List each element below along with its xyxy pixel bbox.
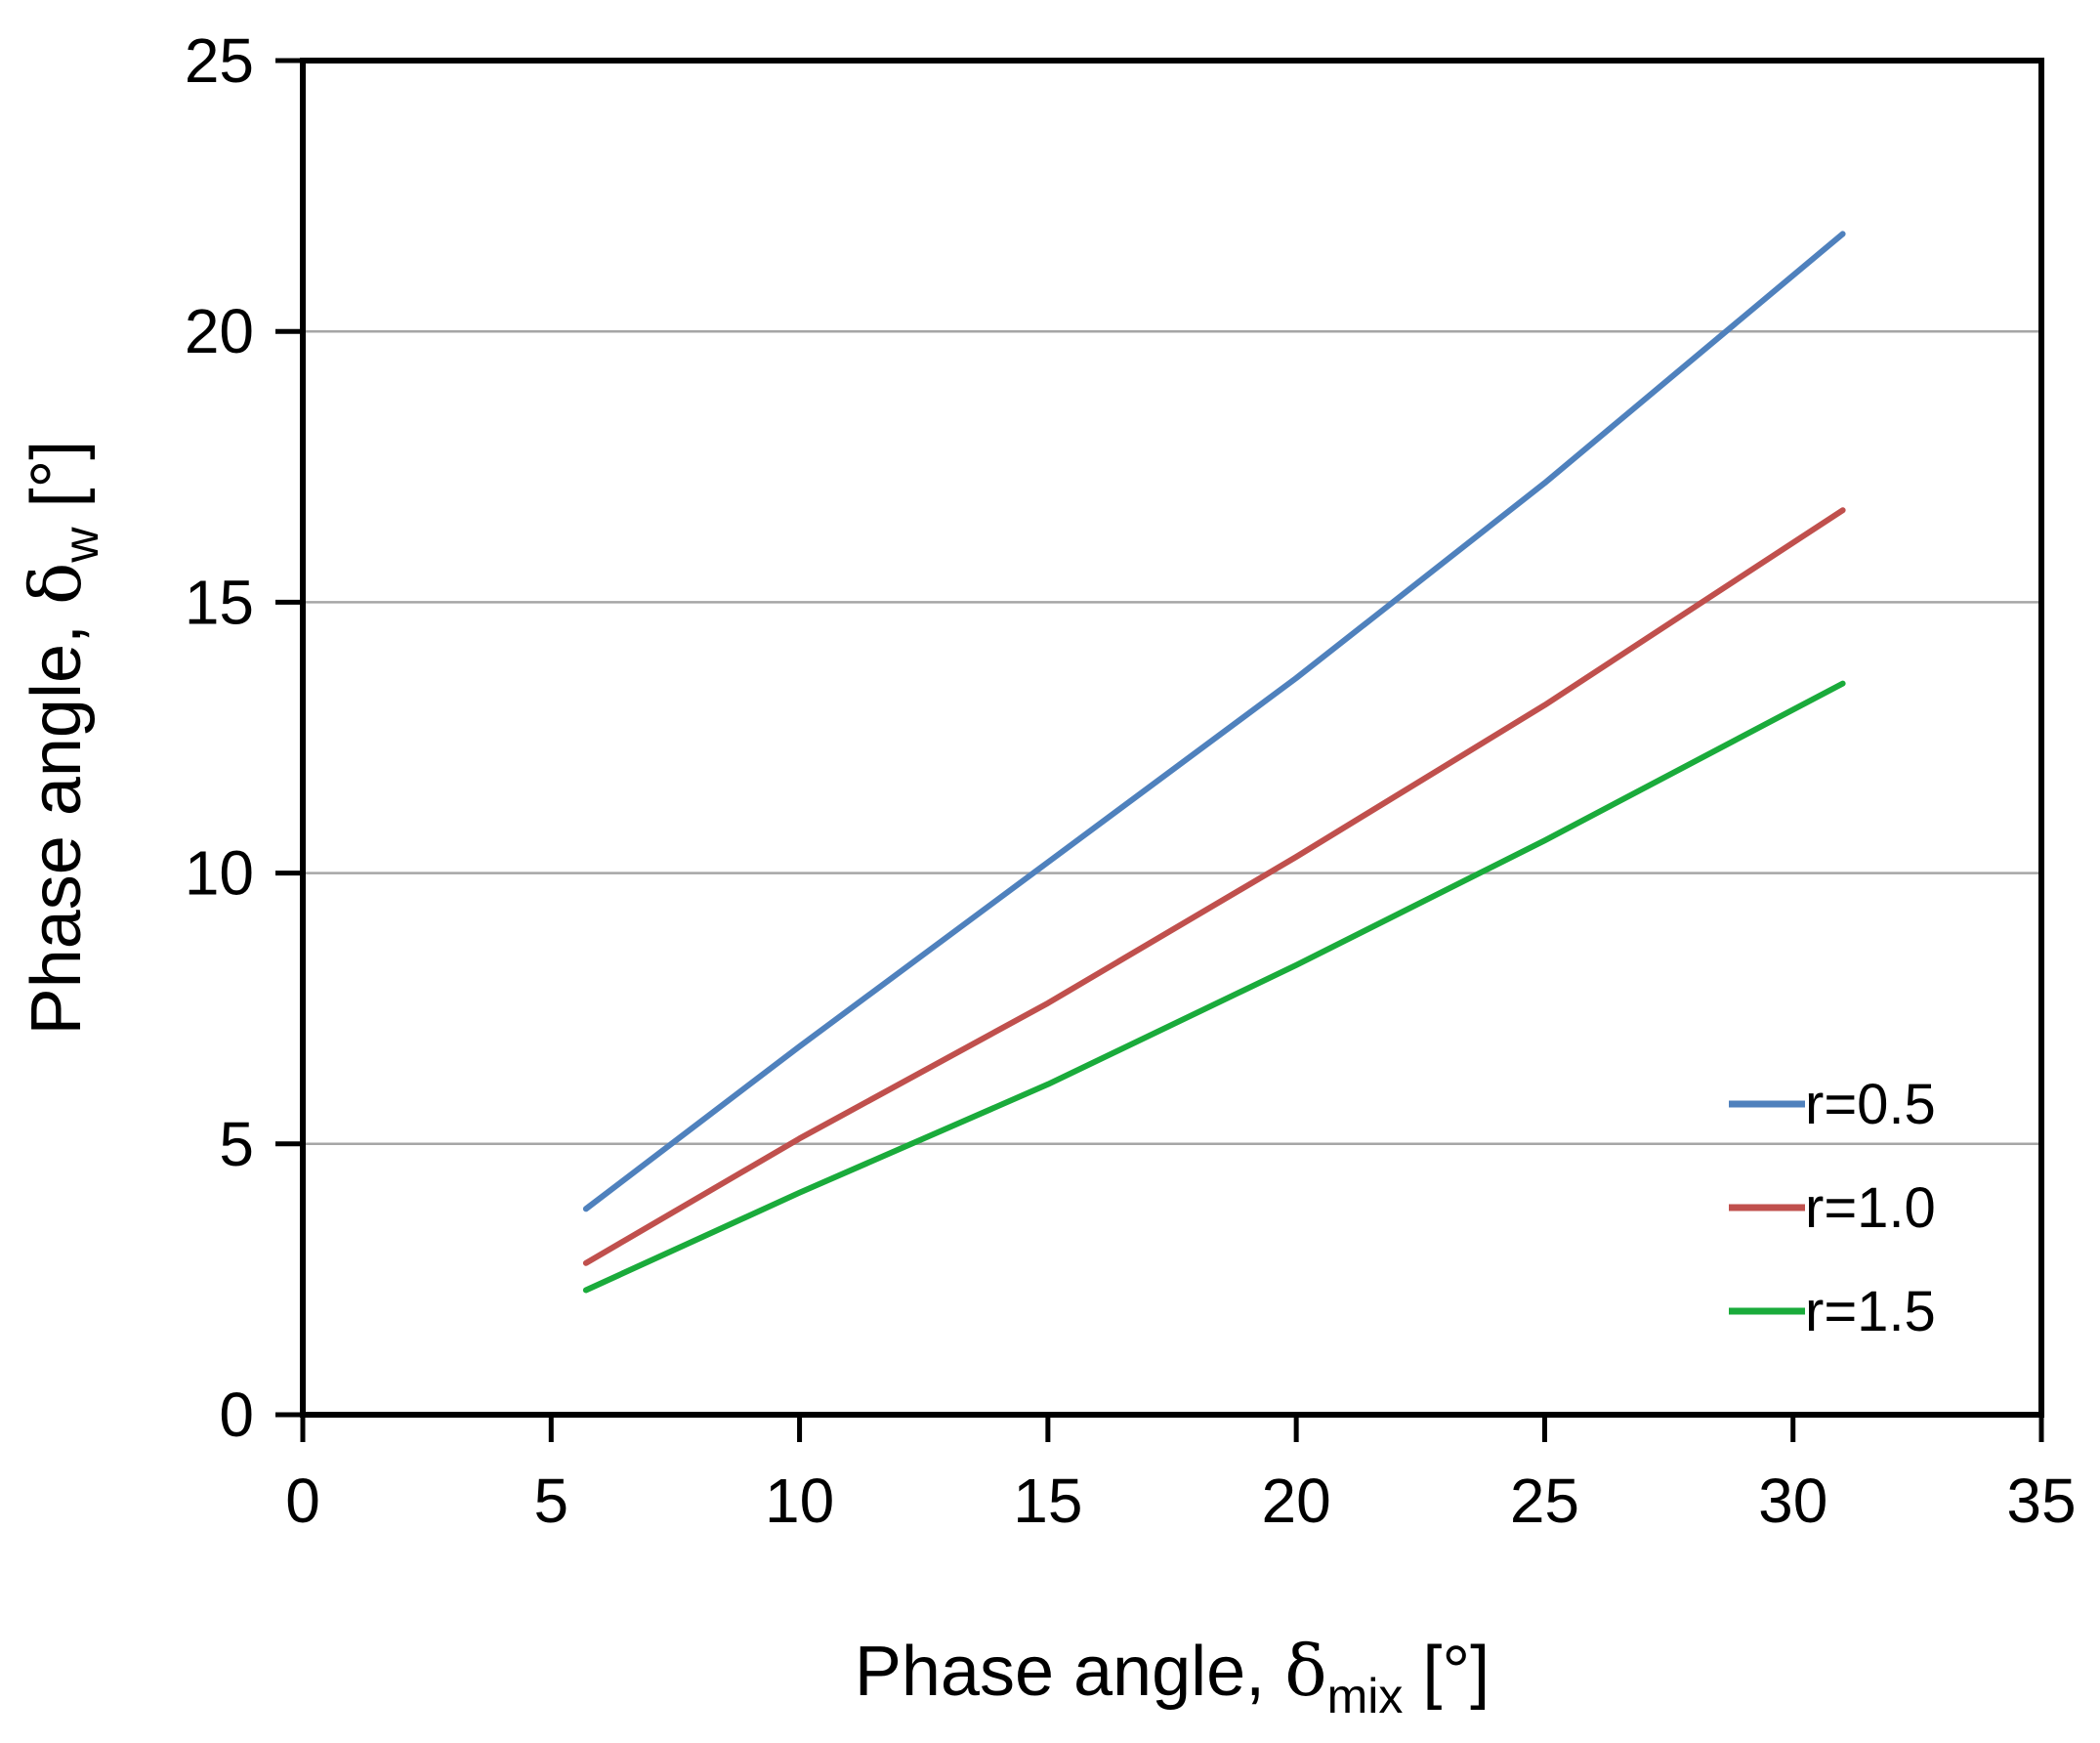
legend-label-r-1-5: r=1.5 [1805, 1280, 1936, 1343]
x-tick-label-35: 35 [2006, 1466, 2076, 1536]
series-line-r-0-5 [582, 231, 1846, 1212]
y-tick-label-10: 10 [185, 838, 254, 909]
gridlines [303, 329, 2041, 1146]
legend: r=0.5 r=1.0 r=1.5 [1729, 1073, 1936, 1343]
x-tick-label-20: 20 [1262, 1466, 1331, 1536]
y-axis-title-suffix: [°] [18, 441, 96, 528]
x-axis-title: Phase angle, δmix [°] [855, 1630, 1490, 1723]
axis-ticks: 0 5 10 15 20 25 30 35 0 5 10 15 20 25 [185, 25, 2077, 1536]
x-tick-label-0: 0 [285, 1466, 320, 1536]
x-axis-title-subscript: mix [1327, 1669, 1404, 1723]
x-axis-title-symbol: δ [1284, 1630, 1326, 1712]
x-axis-title-suffix: [°] [1403, 1633, 1490, 1711]
y-axis-title: Phase angle, δw [°] [15, 441, 108, 1036]
x-axis-title-prefix: Phase angle, [855, 1633, 1284, 1711]
y-tick-label-5: 5 [219, 1109, 254, 1179]
x-tick-label-10: 10 [765, 1466, 834, 1536]
y-tick-label-20: 20 [185, 296, 254, 366]
x-tick-label-25: 25 [1510, 1466, 1579, 1536]
series-lines [582, 231, 1846, 1294]
series-line-r-1-5 [582, 680, 1846, 1294]
legend-label-r-0-5: r=0.5 [1805, 1073, 1936, 1136]
y-tick-label-15: 15 [185, 567, 254, 637]
x-tick-label-15: 15 [1013, 1466, 1082, 1536]
x-tick-label-5: 5 [533, 1466, 568, 1536]
legend-label-r-1-0: r=1.0 [1805, 1176, 1936, 1240]
plot-frame [300, 58, 2044, 1418]
y-axis-title-symbol: δ [15, 563, 97, 605]
x-tick-label-30: 30 [1758, 1466, 1827, 1536]
y-axis-title-prefix: Phase angle, [18, 605, 96, 1035]
y-tick-label-25: 25 [185, 25, 254, 96]
y-axis-title-subscript: w [54, 527, 108, 564]
y-tick-label-0: 0 [219, 1380, 254, 1450]
series-line-r-1-0 [582, 507, 1846, 1266]
